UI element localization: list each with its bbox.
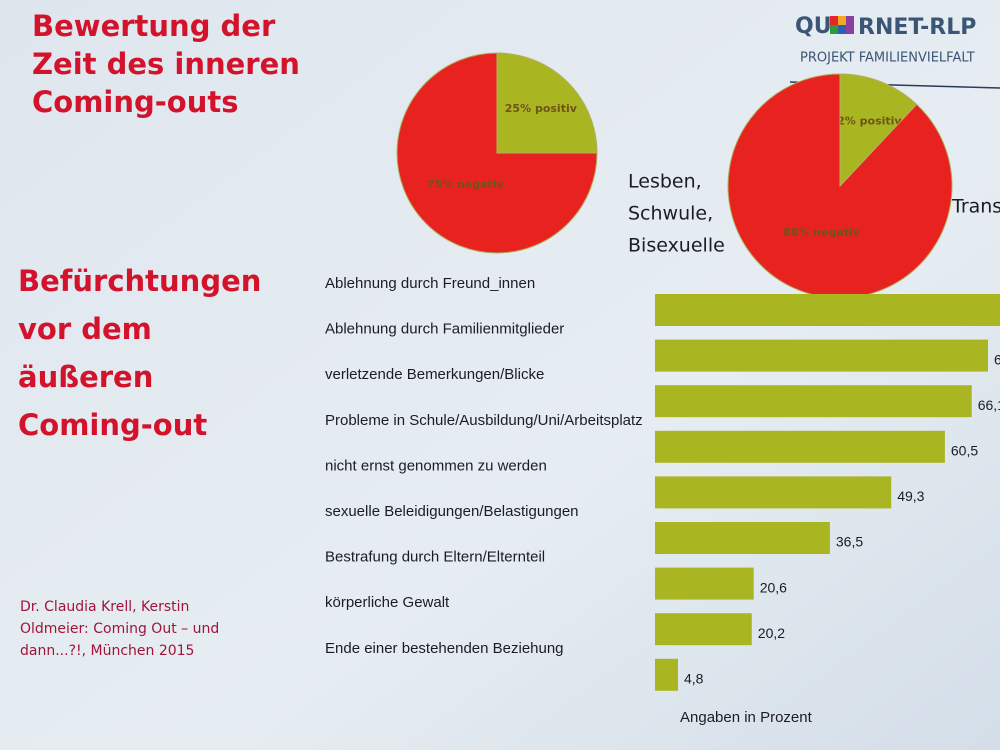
pie-label: 88% negativ [783,226,861,239]
pie-group-label: Bisexuelle [628,235,725,257]
citation: dann...?!, München 2015 [20,643,194,659]
category-label: verletzende Bemerkungen/Blicke [325,366,544,383]
bar [655,430,945,463]
logo-subtitle: PROJEKT FAMILIENVIELFALT [800,51,975,66]
value-label: 49,3 [897,488,924,504]
category-label: körperliche Gewalt [325,594,450,611]
pie-group-label: Lesben, [628,171,702,193]
bar [655,567,754,600]
bar [655,385,972,418]
pie-slice [839,73,918,188]
bar [655,476,892,509]
pie-slice [496,52,598,154]
heading: Befürchtungen [18,264,261,298]
value-label: 36,5 [836,534,863,550]
note: Angaben in Prozent [680,709,813,726]
pie-slice [396,52,598,254]
pie-label: 25% positiv [505,102,578,115]
logo-icon [830,16,854,34]
category-label: Bestrafung durch Eltern/Elternteil [325,549,545,566]
heading: Coming-out [18,408,207,442]
pie-label: 75% negativ [427,178,505,191]
category-label: sexuelle Beleidigungen/Belastigungen [325,503,579,520]
value-label: 66,1 [978,397,1000,413]
category-label: Ablehnung durch Freund_innen [325,275,535,292]
heading: Zeit des inneren [32,47,300,81]
value-label: 69, [994,351,1000,367]
category-label: Ende einer bestehenden Beziehung [325,640,564,657]
logo-text: QU [795,14,832,39]
pie-group-label: Trans [951,196,1000,218]
bar [655,339,989,372]
pie-slice [727,73,953,299]
citation: Oldmeier: Coming Out – und [20,621,219,637]
heading: Bewertung der [32,9,276,43]
bar [655,613,752,646]
heading: äußeren [18,360,153,394]
bar [655,522,830,554]
bar [655,294,1000,326]
category-label: Probleme in Schule/Ausbildung/Uni/Arbeit… [325,412,643,429]
pie-group-label: Schwule, [628,203,713,225]
value-label: 20,2 [758,625,785,641]
category-label: Ablehnung durch Familienmitglieder [325,321,564,338]
pie-label: 12% positiv [830,114,903,127]
category-label: nicht ernst genommen zu werden [325,457,547,474]
value-label: 20,6 [760,579,787,595]
value-label: 60,5 [951,443,978,459]
heading: vor dem [18,312,152,346]
heading: Coming-outs [32,85,239,119]
citation: Dr. Claudia Krell, Kerstin [20,599,189,615]
value-label: 4,8 [684,671,704,687]
logo-text: RNET-RLP [858,15,976,40]
bar [655,658,678,691]
